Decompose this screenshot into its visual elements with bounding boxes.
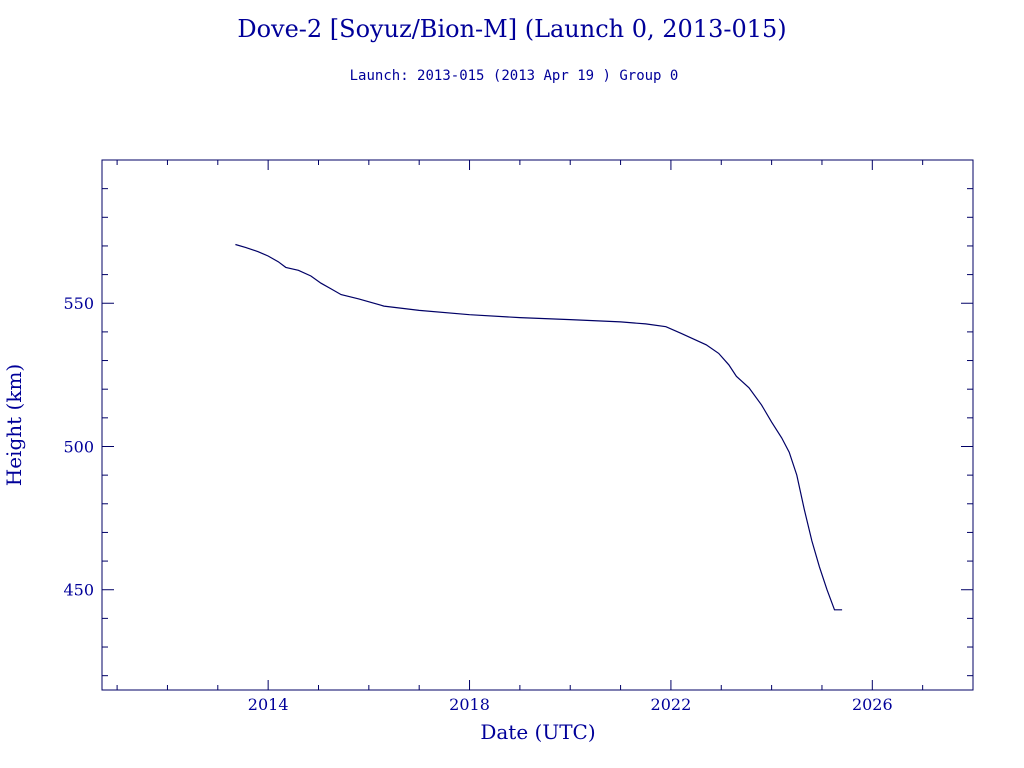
y-tick-label: 550 [63, 294, 94, 313]
x-tick-label: 2022 [651, 695, 692, 714]
chart-subtitle: Launch: 2013-015 (2013 Apr 19 ) Group 0 [350, 68, 679, 84]
x-tick-label: 2014 [248, 695, 289, 714]
plot-frame [101, 159, 974, 691]
x-axis-tick-labels: 2014 2018 2022 2026 [248, 695, 893, 714]
chart-title: Dove-2 [Soyuz/Bion-M] (Launch 0, 2013-01… [237, 15, 786, 43]
y-axis-ticks [102, 159, 973, 677]
y-axis-label: Height (km) [2, 364, 26, 486]
y-tick-label: 450 [63, 581, 94, 600]
y-tick-label: 500 [63, 437, 94, 456]
x-axis-ticks [116, 160, 974, 690]
x-tick-label: 2018 [449, 695, 490, 714]
y-axis-tick-labels: 450 500 550 [63, 294, 94, 599]
x-tick-label: 2026 [852, 695, 893, 714]
height-series-line [235, 243, 843, 611]
x-axis-label: Date (UTC) [480, 720, 595, 744]
